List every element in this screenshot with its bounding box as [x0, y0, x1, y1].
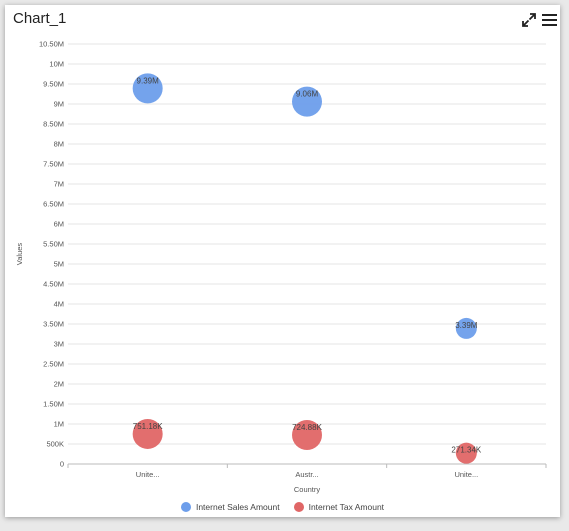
data-label: 3.39M: [455, 321, 478, 330]
chart-widget: Chart_1 0 500K 1M 1.50M 2M 2.50M 3M 3.50M 4M 4.50…: [5, 5, 560, 517]
y-tick-label: 500K: [46, 440, 64, 449]
data-label: 9.06M: [296, 90, 319, 99]
chart-title: Chart_1: [13, 10, 67, 27]
y-tick-label: 6.50M: [43, 200, 64, 209]
legend-swatch-tax: [293, 502, 304, 512]
y-tick-label: 8M: [54, 140, 64, 149]
x-axis-label: Country: [294, 485, 321, 494]
bubble-point: [132, 418, 163, 449]
y-axis-label: Values: [15, 243, 24, 266]
y-tick-label: 10M: [49, 60, 64, 69]
x-tick-label: Austr...: [295, 470, 318, 479]
x-tick-label: Unite...: [136, 470, 160, 479]
bubble-point: [455, 317, 477, 339]
y-tick-label: 9.50M: [43, 80, 64, 89]
y-tick-label: 7M: [54, 180, 64, 189]
data-label: 724.88K: [292, 423, 322, 432]
legend-label-sales: Internet Sales Amount: [195, 502, 280, 512]
y-tick-label: 8.50M: [43, 120, 64, 129]
y-tick-label: 7.50M: [43, 160, 64, 169]
y-tick-label: 2M: [54, 380, 64, 389]
y-tick-label: 5.50M: [43, 240, 64, 249]
legend-item-tax[interactable]: Internet Tax Amount: [293, 502, 385, 512]
y-tick-label: 3M: [54, 340, 64, 349]
x-tick-label: Unite...: [454, 470, 478, 479]
y-tick-label: 4M: [54, 300, 64, 309]
y-tick-label: 6M: [54, 220, 64, 229]
bubble-point: [292, 420, 322, 451]
chart-legend: Internet Sales Amount Internet Tax Amoun…: [5, 502, 560, 512]
hamburger-menu-icon[interactable]: [539, 10, 559, 30]
y-tick-label: 10.50M: [39, 40, 64, 49]
y-tick-label: 0: [60, 460, 64, 469]
bubble-point: [132, 73, 163, 104]
data-label: 751.18K: [133, 422, 163, 431]
bubble-point: [455, 442, 477, 464]
bubble-chart: 0 500K 1M 1.50M 2M 2.50M 3M 3.50M 4M 4.50M 5M 5.50M…: [15, 40, 547, 494]
y-tick-label: 4.50M: [43, 280, 64, 289]
data-label: 271.34K: [451, 446, 481, 455]
y-tick-label: 2.50M: [43, 360, 64, 369]
y-tick-label: 9M: [54, 100, 64, 109]
legend-label-tax: Internet Tax Amount: [308, 502, 385, 512]
y-tick-label: 3.50M: [43, 320, 64, 329]
y-tick-label: 1M: [54, 420, 64, 429]
bubble-point: [292, 86, 322, 117]
data-label: 9.39M: [137, 76, 160, 85]
legend-swatch-sales: [180, 502, 191, 512]
y-tick-label: 5M: [54, 260, 64, 269]
expand-icon[interactable]: [519, 10, 539, 30]
legend-item-sales[interactable]: Internet Sales Amount: [180, 502, 280, 512]
y-tick-label: 1.50M: [43, 400, 64, 409]
